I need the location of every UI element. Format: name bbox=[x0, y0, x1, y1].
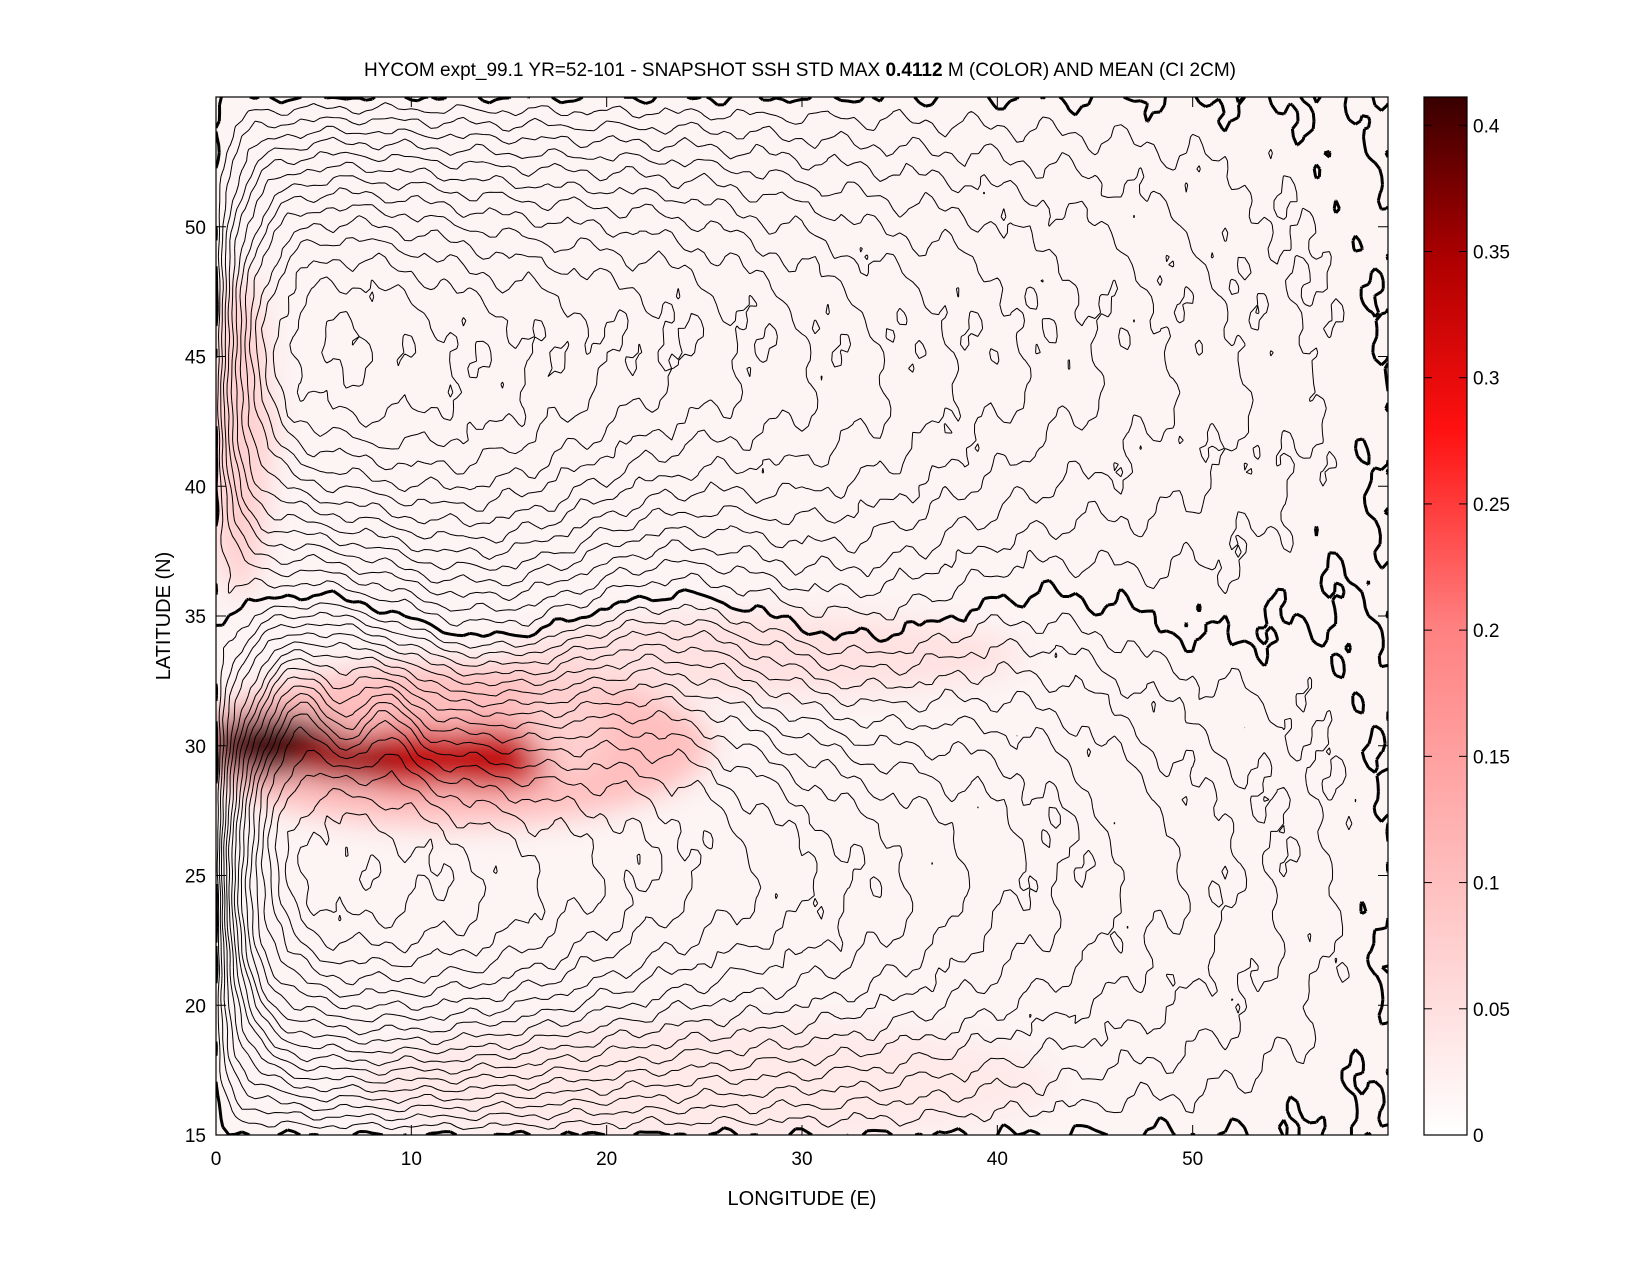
contour-line bbox=[272, 252, 570, 450]
x-tick-label: 50 bbox=[1182, 1149, 1203, 1170]
mean-ssh-contours bbox=[216, 97, 1388, 1135]
contour-line bbox=[217, 102, 1345, 627]
colorbar-tick-label: 0.35 bbox=[1473, 242, 1510, 263]
contour-line bbox=[261, 237, 643, 475]
contour-line bbox=[255, 713, 714, 1011]
colorbar-tick-label: 0.05 bbox=[1473, 1000, 1510, 1021]
contour-line bbox=[284, 787, 498, 954]
y-tick-label: 15 bbox=[185, 1126, 206, 1147]
colorbar-tick-label: 0.4 bbox=[1473, 116, 1500, 137]
y-tick-label: 35 bbox=[185, 607, 206, 628]
contour-line bbox=[321, 311, 417, 389]
colorbar-tick-label: 0.15 bbox=[1473, 747, 1510, 768]
colorbar-tick-label: 0.3 bbox=[1473, 369, 1499, 390]
contour-line bbox=[233, 667, 971, 1067]
x-axis-label: LONGITUDE (E) bbox=[728, 1188, 877, 1210]
std-region bbox=[399, 736, 540, 781]
contour-line bbox=[228, 649, 1096, 1085]
contour-line bbox=[223, 125, 1203, 601]
contour-line bbox=[230, 151, 1071, 571]
y-tick-label: 20 bbox=[185, 996, 206, 1017]
contour-line bbox=[239, 175, 927, 544]
contour-line bbox=[244, 692, 825, 1036]
contour-line bbox=[216, 97, 1388, 1135]
contour-line bbox=[274, 770, 546, 968]
contour-line bbox=[237, 676, 934, 1055]
x-tick-label: 20 bbox=[596, 1149, 617, 1170]
std-region bbox=[354, 1023, 1055, 1135]
colorbar bbox=[1423, 96, 1468, 1136]
chart-title: HYCOM expt_99.1 YR=52-101 - SNAPSHOT SSH… bbox=[364, 60, 1236, 81]
y-tick-label: 40 bbox=[185, 477, 206, 498]
y-tick-label: 50 bbox=[185, 218, 206, 239]
y-tick-label: 25 bbox=[185, 867, 206, 888]
std-region bbox=[292, 736, 413, 781]
y-tick-label: 45 bbox=[185, 348, 206, 369]
contour-line bbox=[234, 161, 1000, 560]
y-tick-label: 30 bbox=[185, 737, 206, 758]
x-tick-label: 30 bbox=[791, 1149, 812, 1170]
x-tick-label: 40 bbox=[987, 1149, 1008, 1170]
colorbar-tick-label: 0.25 bbox=[1473, 495, 1510, 516]
contour-line bbox=[223, 632, 1191, 1104]
contour-line bbox=[289, 276, 505, 428]
contour-line bbox=[218, 611, 1301, 1122]
contour-line bbox=[345, 846, 382, 892]
contour-line bbox=[216, 602, 1357, 1131]
colorbar-tick-label: 0 bbox=[1473, 1126, 1484, 1147]
y-axis: 15 20 25 30 35 40 45 50 bbox=[185, 218, 1388, 1147]
contour-line bbox=[260, 726, 663, 998]
contour-line bbox=[248, 204, 778, 512]
contour-line bbox=[249, 701, 762, 1023]
contour-line bbox=[267, 749, 606, 986]
x-axis: 0 10 20 30 40 50 bbox=[211, 97, 1203, 1170]
colorbar-tick-label: 0.2 bbox=[1473, 621, 1499, 642]
contour-line bbox=[255, 215, 705, 493]
x-tick-label: 10 bbox=[401, 1149, 422, 1170]
x-tick-label: 0 bbox=[211, 1149, 222, 1170]
contour-line bbox=[220, 116, 1274, 612]
contour-line bbox=[240, 685, 883, 1046]
contour-line bbox=[225, 641, 1129, 1093]
colorbar-tick-label: 0.1 bbox=[1473, 874, 1499, 895]
contour-line bbox=[226, 136, 1135, 587]
contour-line bbox=[297, 812, 455, 929]
contour-line bbox=[231, 658, 1039, 1076]
contour-line bbox=[221, 623, 1248, 1113]
y-axis-label: LATITUDE (N) bbox=[153, 552, 175, 681]
contour-line bbox=[244, 187, 852, 528]
colorbar-ticks: 0 0.05 0.1 0.15 0.2 0.25 0.3 0.35 0.4 bbox=[1424, 116, 1510, 1147]
std-region bbox=[216, 374, 276, 495]
